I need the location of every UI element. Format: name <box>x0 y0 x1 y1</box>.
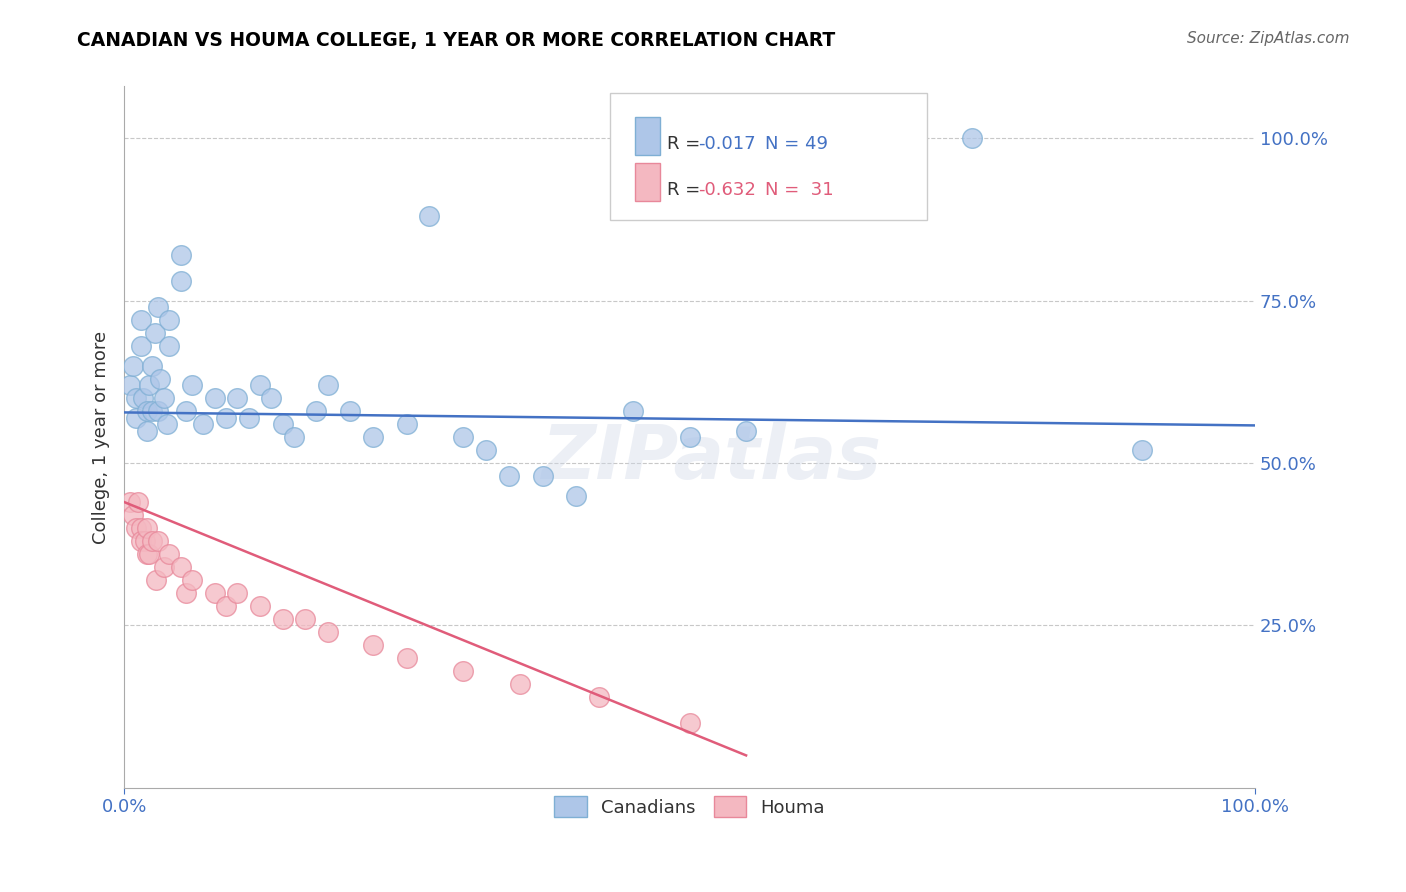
Point <box>316 624 339 639</box>
Point <box>118 495 141 509</box>
Text: R =: R = <box>666 181 706 199</box>
Point <box>122 359 145 373</box>
Point <box>146 534 169 549</box>
Point <box>960 131 983 145</box>
Point <box>316 378 339 392</box>
Point <box>170 274 193 288</box>
Point <box>271 417 294 431</box>
Y-axis label: College, 1 year or more: College, 1 year or more <box>93 331 110 544</box>
Point <box>132 391 155 405</box>
Point <box>129 521 152 535</box>
Point <box>565 489 588 503</box>
Point <box>215 599 238 613</box>
Point <box>305 404 328 418</box>
Point <box>143 326 166 341</box>
Point <box>129 534 152 549</box>
Point <box>159 313 181 327</box>
Point <box>176 404 198 418</box>
Point <box>141 404 163 418</box>
Point <box>170 248 193 262</box>
Point <box>124 410 146 425</box>
Point <box>361 430 384 444</box>
Point <box>453 430 475 444</box>
Point <box>135 424 157 438</box>
Point <box>238 410 260 425</box>
Point <box>215 410 238 425</box>
Point <box>135 547 157 561</box>
Point <box>509 677 531 691</box>
Point <box>418 209 440 223</box>
Point <box>498 469 520 483</box>
Point <box>149 371 172 385</box>
Legend: Canadians, Houma: Canadians, Houma <box>547 789 832 824</box>
Point <box>127 495 149 509</box>
Point <box>271 612 294 626</box>
Point <box>118 378 141 392</box>
Point <box>361 638 384 652</box>
Point <box>129 313 152 327</box>
Text: Source: ZipAtlas.com: Source: ZipAtlas.com <box>1187 31 1350 46</box>
Point <box>226 586 249 600</box>
Point <box>1130 443 1153 458</box>
Point <box>531 469 554 483</box>
Text: CANADIAN VS HOUMA COLLEGE, 1 YEAR OR MORE CORRELATION CHART: CANADIAN VS HOUMA COLLEGE, 1 YEAR OR MOR… <box>77 31 835 50</box>
Point <box>193 417 215 431</box>
Point <box>152 560 174 574</box>
Point <box>735 424 758 438</box>
Point <box>339 404 361 418</box>
FancyBboxPatch shape <box>610 94 927 219</box>
Point <box>395 651 418 665</box>
Point <box>176 586 198 600</box>
Point <box>135 404 157 418</box>
Point <box>260 391 283 405</box>
Point <box>124 391 146 405</box>
FancyBboxPatch shape <box>636 163 661 202</box>
Point <box>152 391 174 405</box>
Text: ZIPatlas: ZIPatlas <box>543 422 882 495</box>
Point <box>294 612 316 626</box>
Point <box>156 417 179 431</box>
Point <box>588 690 610 704</box>
Point <box>145 573 167 587</box>
Point <box>181 573 204 587</box>
Point <box>135 521 157 535</box>
Point <box>141 534 163 549</box>
Point <box>395 417 418 431</box>
Text: R =: R = <box>666 135 706 153</box>
Point <box>226 391 249 405</box>
Text: N =  31: N = 31 <box>765 181 834 199</box>
Point <box>204 586 226 600</box>
Point <box>678 715 700 730</box>
Point <box>124 521 146 535</box>
Point <box>134 534 156 549</box>
Point <box>159 547 181 561</box>
Point <box>283 430 305 444</box>
Point <box>678 430 700 444</box>
Point <box>181 378 204 392</box>
Point <box>159 339 181 353</box>
FancyBboxPatch shape <box>636 117 661 155</box>
Point <box>170 560 193 574</box>
Text: -0.632: -0.632 <box>699 181 756 199</box>
Point <box>129 339 152 353</box>
Point <box>453 664 475 678</box>
Point <box>141 359 163 373</box>
Point <box>204 391 226 405</box>
Point <box>138 547 160 561</box>
Point <box>249 599 271 613</box>
Text: N = 49: N = 49 <box>765 135 828 153</box>
Point <box>621 404 644 418</box>
Point <box>122 508 145 522</box>
Point <box>146 404 169 418</box>
Text: -0.017: -0.017 <box>699 135 756 153</box>
Point <box>475 443 498 458</box>
Point <box>138 378 160 392</box>
Point <box>146 300 169 314</box>
Point <box>249 378 271 392</box>
